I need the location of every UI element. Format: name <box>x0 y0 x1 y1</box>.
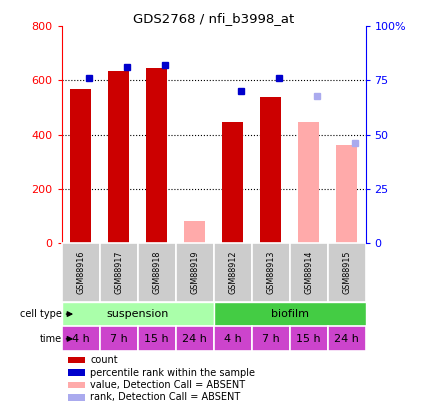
Text: GSM88915: GSM88915 <box>342 251 351 294</box>
Bar <box>184 221 205 243</box>
Bar <box>213 326 252 351</box>
Bar <box>146 68 167 243</box>
Text: 15 h: 15 h <box>296 334 321 344</box>
Bar <box>68 382 85 388</box>
Bar <box>62 302 213 326</box>
Text: time: time <box>40 334 62 344</box>
Bar <box>336 145 357 243</box>
Bar <box>222 122 243 243</box>
Bar <box>252 326 289 351</box>
Bar <box>176 326 213 351</box>
Text: GSM88912: GSM88912 <box>228 251 237 294</box>
Bar <box>328 326 366 351</box>
Text: count: count <box>91 355 118 365</box>
Text: suspension: suspension <box>106 309 169 319</box>
Text: 7 h: 7 h <box>262 334 279 344</box>
Bar <box>68 394 85 401</box>
Text: biofilm: biofilm <box>271 309 309 319</box>
Text: GSM88918: GSM88918 <box>152 251 161 294</box>
Bar <box>176 243 213 302</box>
Bar <box>289 326 328 351</box>
Text: 15 h: 15 h <box>144 334 169 344</box>
Text: GSM88914: GSM88914 <box>304 251 313 294</box>
Text: 4 h: 4 h <box>224 334 241 344</box>
Text: 24 h: 24 h <box>334 334 359 344</box>
Text: percentile rank within the sample: percentile rank within the sample <box>91 368 255 377</box>
Text: GSM88917: GSM88917 <box>114 251 123 294</box>
Bar <box>298 122 319 243</box>
Bar <box>108 71 129 243</box>
Text: GSM88919: GSM88919 <box>190 251 199 294</box>
Bar <box>260 97 281 243</box>
Text: GSM88916: GSM88916 <box>76 251 85 294</box>
Text: rank, Detection Call = ABSENT: rank, Detection Call = ABSENT <box>91 392 241 403</box>
Text: GSM88913: GSM88913 <box>266 251 275 294</box>
Bar <box>99 326 138 351</box>
Bar <box>70 89 91 243</box>
Bar <box>213 302 366 326</box>
Bar <box>68 369 85 376</box>
Title: GDS2768 / nfi_b3998_at: GDS2768 / nfi_b3998_at <box>133 12 294 25</box>
Text: 4 h: 4 h <box>72 334 90 344</box>
Bar <box>138 326 176 351</box>
Text: value, Detection Call = ABSENT: value, Detection Call = ABSENT <box>91 380 246 390</box>
Bar <box>99 243 138 302</box>
Bar <box>252 243 289 302</box>
Bar <box>62 243 99 302</box>
Bar <box>328 243 366 302</box>
Text: cell type: cell type <box>20 309 62 319</box>
Bar <box>68 357 85 363</box>
Bar <box>289 243 328 302</box>
Bar <box>62 326 99 351</box>
Bar <box>138 243 176 302</box>
Text: 7 h: 7 h <box>110 334 128 344</box>
Bar <box>213 243 252 302</box>
Text: 24 h: 24 h <box>182 334 207 344</box>
